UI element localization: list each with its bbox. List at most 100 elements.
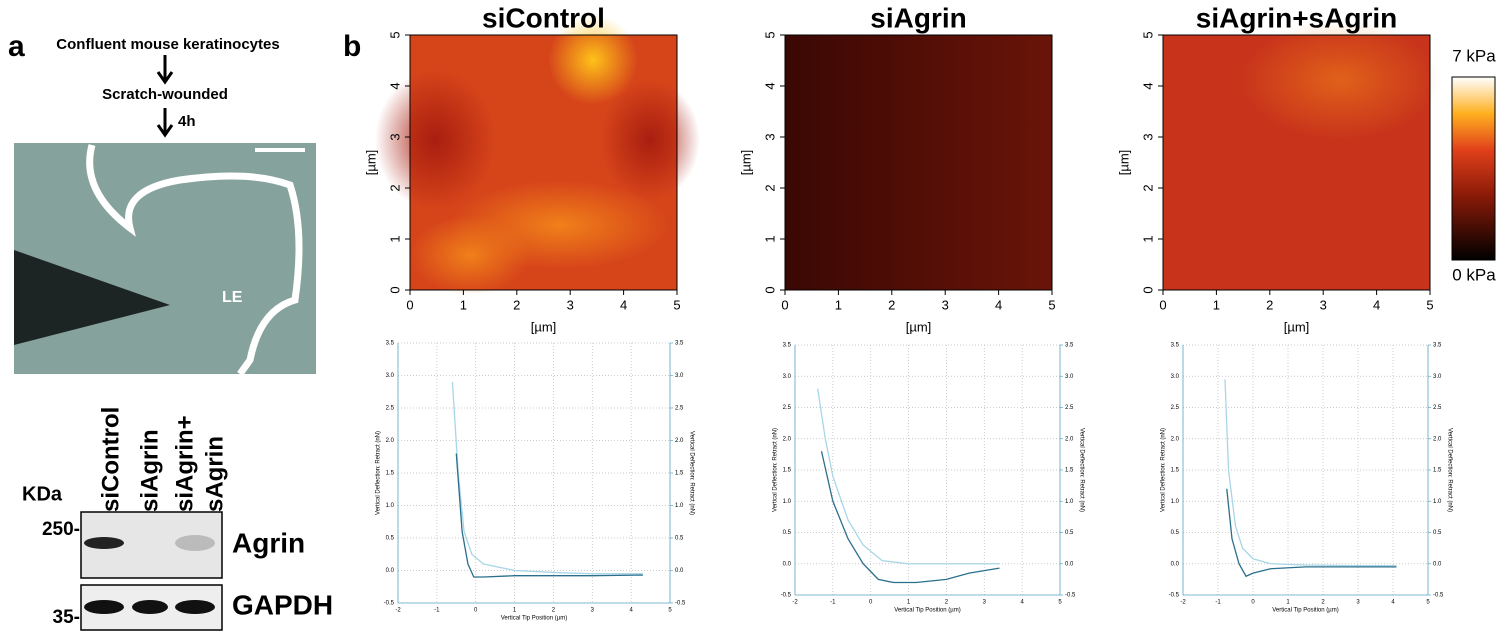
x-axis-label: Vertical Tip Position (µm) [894,608,960,614]
panel-label: b [343,30,361,63]
heatmap [375,15,700,295]
y2-tick-label: 1.0 [1433,499,1442,505]
y-tick-label: 0 [1140,286,1155,293]
x-tick-label: 0 [1251,600,1255,606]
curve [817,388,1000,565]
y-tick-label: 2.5 [783,405,792,411]
x-tick-label: 1 [1213,297,1220,312]
x-tick-label: 5 [1048,297,1055,312]
map-frame [409,34,678,291]
lane-label: siControl [97,407,124,512]
band [175,600,215,614]
y-tick-label: 2 [387,184,402,191]
y-tick-label: 0 [387,286,402,293]
x-tick-label: 1 [1286,600,1290,606]
x-tick-label: 0 [406,297,413,312]
y-tick-label: 0.5 [386,536,395,542]
x-tick-label: 5 [1426,297,1433,312]
y2-tick-label: 1.0 [675,503,684,509]
y-tick-label: 1 [762,235,777,242]
x-tick-label: 4 [1391,600,1395,606]
map-title: siControl [482,2,605,33]
y-tick-label: 1 [1140,235,1155,242]
y2-tick-label: 1.5 [1433,468,1442,474]
y2-tick-label: 1.0 [1065,499,1074,505]
y-tick-label: 0.5 [783,530,792,536]
band [84,537,124,549]
y-tick-label: 1 [387,235,402,242]
y2-tick-label: 3.0 [1433,374,1442,380]
y-axis-label: Vertical Deflection: Retract (nN) [376,431,382,515]
y-tick-label: 1.0 [386,503,395,509]
x-tick-label: 1 [460,297,467,312]
map-title: siAgrin+sAgrin [1196,2,1397,33]
y2-tick-label: 2.5 [1065,405,1074,411]
x-tick-label: -2 [792,600,798,606]
y-axis-label: Vertical Deflection: Retract (nN) [1161,428,1167,512]
x-tick-label: -2 [395,608,401,614]
y-tick-label: 3.0 [783,374,792,380]
y2-axis-label: Vertical Deflection: Retract (nN) [1078,428,1084,512]
y2-tick-label: 1.5 [1065,468,1074,474]
x-tick-label: 0 [869,600,873,606]
x-tick-label: 4 [995,297,1002,312]
colorbar-label: 0 kPa [1452,265,1496,284]
y-tick-label: 2.5 [1171,405,1180,411]
heatmap [785,35,1052,290]
y-tick-label: 5 [1140,31,1155,38]
y-tick-label: 4 [1140,82,1155,89]
x-tick-label: 5 [673,297,680,312]
band [175,535,215,551]
y-tick-label: 0.0 [783,561,792,567]
step: 4h [178,113,196,130]
heatmap [1163,20,1440,290]
lane-label: siAgrin [136,429,163,512]
y-tick-label: 5 [762,31,777,38]
y2-tick-label: 2.0 [1065,436,1074,442]
y-axis-label: [µm] [1116,150,1131,176]
y-tick-label: 0.0 [1171,561,1180,567]
band-label: Agrin [232,527,305,558]
x-tick-label: 2 [1266,297,1273,312]
x-tick-label: 5 [668,608,672,614]
y-tick-label: 1.5 [386,471,395,477]
x-tick-label: 4 [1373,297,1380,312]
x-tick-label: 3 [983,600,987,606]
x-tick-label: -2 [1180,600,1186,606]
step: Confluent mouse keratinocytes [56,36,279,53]
colorbar [1451,76,1496,261]
lane-label: sAgrin [201,436,228,512]
x-tick-label: 1 [907,600,911,606]
colorbar-label: 7 kPa [1452,46,1496,65]
map-frame [784,34,1053,291]
y-tick-label: 1.5 [1171,468,1180,474]
y-tick-label: 3 [1140,133,1155,140]
y-tick-label: -0.5 [1169,593,1180,599]
x-tick-label: 4 [1020,600,1024,606]
wound-edge [86,144,303,377]
y2-tick-label: 0.5 [675,536,684,542]
x-tick-label: 5 [1058,600,1062,606]
y-tick-label: 3 [762,133,777,140]
y-tick-label: 2 [762,184,777,191]
y-tick-label: 3.5 [1171,343,1180,349]
marker-label: 250- [42,519,80,540]
y2-tick-label: 0.5 [1065,530,1074,536]
y2-tick-label: 2.5 [675,406,684,412]
x-axis-label: [µm] [906,319,932,334]
y2-tick-label: 3.0 [675,373,684,379]
lane-label: siAgrin+ [171,415,198,512]
x-tick-label: 3 [567,297,574,312]
x-tick-label: 0 [1159,297,1166,312]
y2-tick-label: -0.5 [1433,593,1444,599]
y2-tick-label: 0.0 [1065,561,1074,567]
band-label: GAPDH [232,589,333,620]
y-tick-label: 0 [762,286,777,293]
curve [455,453,643,578]
curve [820,451,1000,584]
arrow [156,108,174,138]
curve [1226,488,1397,578]
y2-tick-label: 3.5 [1433,343,1442,349]
y-tick-label: -0.5 [384,601,395,607]
